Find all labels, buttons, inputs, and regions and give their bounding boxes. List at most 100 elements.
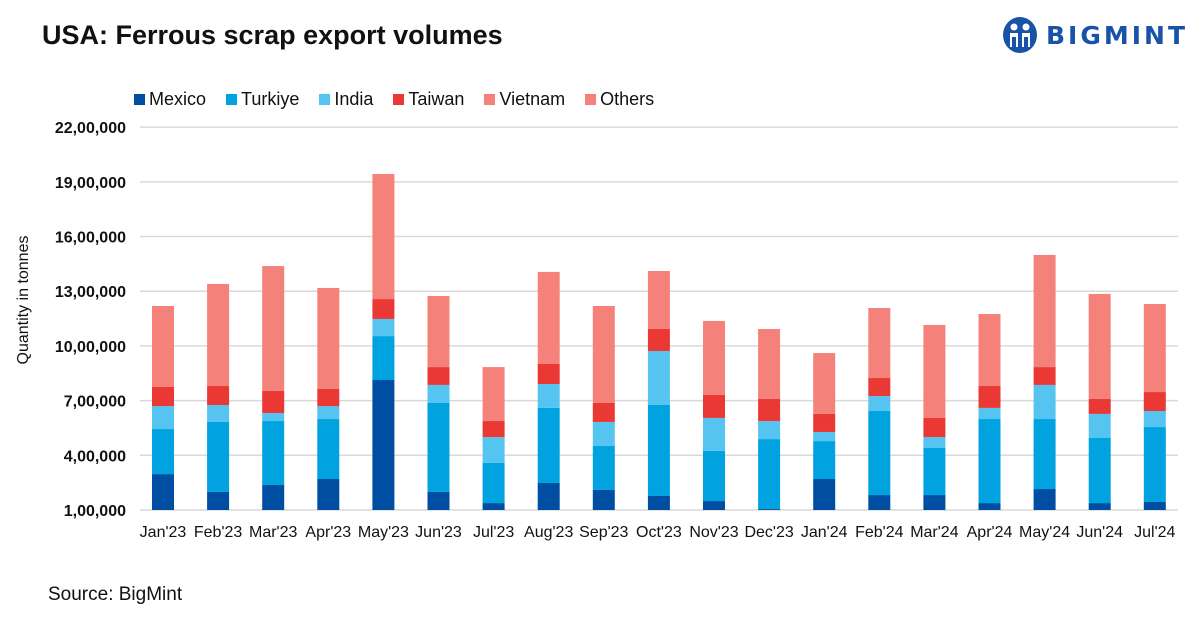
bar-segment-others <box>1088 293 1111 399</box>
legend-item-others: Others <box>585 89 654 110</box>
bar-segment-mexico <box>813 479 836 510</box>
bar-segment-turkiye <box>1088 437 1111 504</box>
bar-segment-india <box>978 407 1001 420</box>
bar-segment-turkiye <box>427 402 450 492</box>
legend-swatch <box>393 94 405 105</box>
bar-segment-mexico <box>262 485 285 510</box>
legend-label: Mexico <box>149 89 207 109</box>
legend-item-india: India <box>319 89 373 110</box>
source-note: Source: BigMint <box>48 584 183 605</box>
bar-segment-others <box>207 283 230 387</box>
bar-segment-turkiye <box>813 441 836 480</box>
bar-segment-taiwan <box>813 413 836 432</box>
bar-segment-taiwan <box>978 386 1001 408</box>
bar-segment-turkiye <box>317 419 340 480</box>
x-tick-label: Dec'23 <box>744 524 793 541</box>
bar-segment-mexico <box>923 495 946 510</box>
bar-segment-india <box>427 384 450 403</box>
bar-segment-turkiye <box>207 421 230 492</box>
bar-segment-others <box>262 266 285 391</box>
legend-label: India <box>334 89 374 109</box>
y-tick-label: 7,00,000 <box>64 394 126 411</box>
bar-segment-others <box>868 308 891 379</box>
x-tick-label: Jul'24 <box>1134 524 1175 541</box>
bar-segment-mexico <box>482 503 505 510</box>
bar-segment-others <box>152 306 174 387</box>
bar-segment-taiwan <box>758 398 781 422</box>
bar-segment-turkiye <box>868 411 891 496</box>
bar-segment-mexico <box>427 491 450 510</box>
bar-segment-mexico <box>647 495 670 510</box>
legend-swatch <box>226 94 238 105</box>
bar-segment-turkiye <box>537 407 560 484</box>
bar-segment-taiwan <box>482 421 505 438</box>
bar-segment-india <box>262 413 285 422</box>
bar-segment-mexico <box>207 491 230 510</box>
bar-segment-others <box>758 328 781 399</box>
legend-swatch <box>585 94 597 105</box>
x-tick-label: Sep'23 <box>579 524 628 541</box>
y-tick-label: 4,00,000 <box>64 448 126 465</box>
logo-text: BIGMINT <box>1046 20 1189 50</box>
y-tick-label: 16,00,000 <box>55 230 126 247</box>
x-tick-label: Jan'23 <box>140 524 187 541</box>
bigmint-logo: BIGMINT <box>1002 16 1188 54</box>
bar-segment-others <box>923 324 946 418</box>
x-tick-label: Mar'24 <box>910 524 959 541</box>
x-tick-label: May'24 <box>1019 524 1070 541</box>
bar-segment-turkiye <box>262 421 285 486</box>
bar-segment-turkiye <box>482 462 505 504</box>
bar-segment-others <box>592 306 615 403</box>
bar-segment-taiwan <box>372 299 395 319</box>
bar-segment-taiwan <box>592 402 615 422</box>
bar-segment-turkiye <box>592 446 615 490</box>
bar-segment-taiwan <box>537 363 560 385</box>
x-tick-label: Nov'23 <box>689 524 738 541</box>
bar-segment-turkiye <box>372 336 395 381</box>
legend-label: Taiwan <box>408 89 465 109</box>
bar-segment-turkiye <box>1033 419 1056 490</box>
bar-segment-taiwan <box>703 394 725 418</box>
bar-segment-india <box>1033 384 1056 420</box>
bar-segment-india <box>317 406 340 420</box>
bar-segment-taiwan <box>317 388 340 407</box>
bar-segment-india <box>758 421 781 440</box>
bar-segment-india <box>372 318 395 337</box>
x-tick-label: Apr'23 <box>305 524 351 541</box>
bar-segment-india <box>703 417 725 451</box>
bar-segment-india <box>482 437 505 463</box>
legend-swatch <box>134 94 145 105</box>
legend-swatch <box>484 94 496 105</box>
legend-label: Turkiye <box>241 89 300 109</box>
x-tick-label: Jan'24 <box>801 524 848 541</box>
bar-segment-taiwan <box>868 378 891 397</box>
bar-segment-turkiye <box>978 419 1001 504</box>
bigmint-logo-icon <box>1003 17 1037 53</box>
bar-segment-taiwan <box>647 328 670 352</box>
chart-title: USA: Ferrous scrap export volumes <box>42 20 503 50</box>
y-tick-label: 13,00,000 <box>55 284 126 301</box>
bar-segment-india <box>1143 411 1166 428</box>
x-tick-label: Jun'23 <box>415 524 462 541</box>
bar-segment-mexico <box>758 509 781 510</box>
bar-segment-mexico <box>1033 489 1056 510</box>
x-tick-label: Oct'23 <box>636 524 682 541</box>
bar-segment-india <box>1088 413 1111 438</box>
bar-segment-india <box>647 351 670 405</box>
bar-segment-mexico <box>868 495 891 510</box>
bar-segment-turkiye <box>647 404 670 496</box>
bar-segment-taiwan <box>1033 367 1056 385</box>
bar-segment-others <box>978 314 1001 387</box>
x-tick-label: Jul'23 <box>473 524 514 541</box>
bar-segment-others <box>1143 304 1166 393</box>
bar-segment-others <box>647 271 670 329</box>
bar-segment-turkiye <box>152 429 174 475</box>
bar-segment-others <box>813 353 836 414</box>
bar-segment-taiwan <box>207 386 230 405</box>
bar-segment-taiwan <box>923 417 946 438</box>
legend-swatch <box>319 94 331 105</box>
bar-segment-india <box>207 404 230 422</box>
legend-label: Vietnam <box>499 89 566 109</box>
bar-segment-taiwan <box>427 367 450 385</box>
